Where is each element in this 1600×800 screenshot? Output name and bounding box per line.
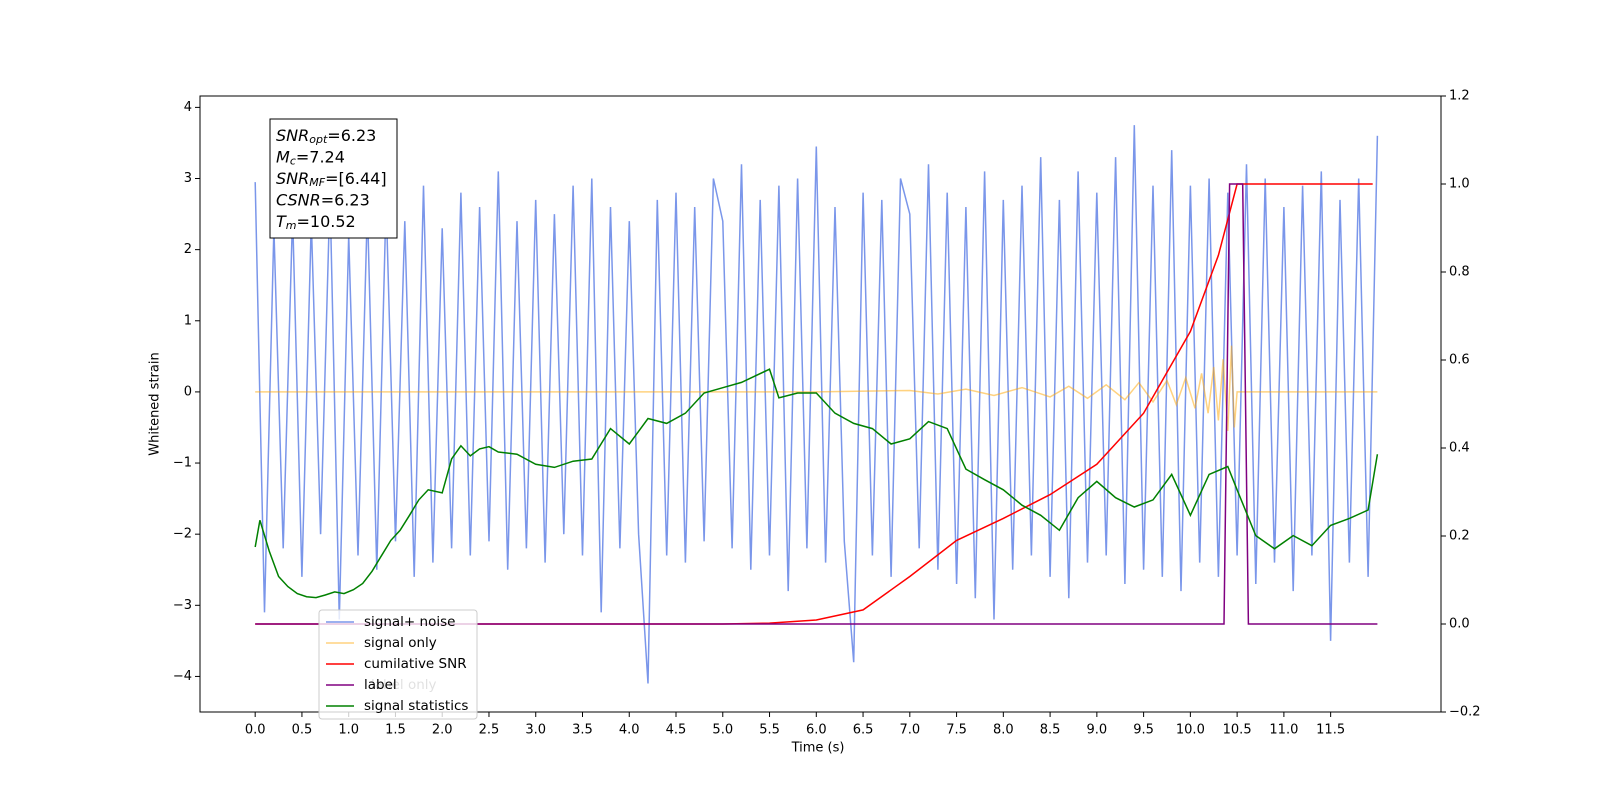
y2-tick-label: −0.2: [1449, 705, 1481, 720]
y2-tick-label: 1.0: [1449, 177, 1470, 192]
y2-tick-label: 0.6: [1449, 353, 1470, 368]
y-tick-label: −2: [173, 527, 192, 542]
x-tick-label: 2.5: [479, 723, 500, 738]
annotation-sub: MF: [309, 176, 325, 189]
annotation-sub: m: [286, 219, 297, 232]
annotation-sub: c: [290, 155, 296, 168]
series-line: [255, 345, 1378, 432]
x-axis-label: Time (s): [791, 741, 845, 756]
series-line: [254, 125, 1379, 684]
annotation-line: SNRMF=[6.44]: [276, 169, 387, 190]
annotation-line: Tm=10.52: [276, 212, 356, 233]
x-tick-label: 4.0: [619, 723, 640, 738]
x-tick-label: 1.5: [385, 723, 406, 738]
y-tick-label: 4: [184, 100, 192, 115]
annotation-value: =6.23: [321, 190, 370, 209]
x-tick-label: 7.5: [946, 723, 967, 738]
y2-tick-label: 0.2: [1449, 529, 1470, 544]
y-tick-label: 2: [184, 242, 192, 257]
x-tick-label: 5.5: [759, 723, 780, 738]
annotation-base: CSNR: [276, 190, 321, 209]
y2-tick-label: 0.0: [1449, 617, 1470, 632]
y-tick-label: 3: [184, 171, 192, 186]
x-tick-label: 10.0: [1176, 723, 1205, 738]
x-tick-label: 11.5: [1316, 723, 1345, 738]
x-tick-label: 6.0: [806, 723, 827, 738]
y-axis-label: Whitened strain: [148, 352, 163, 455]
y2-tick-label: 0.4: [1449, 441, 1470, 456]
plot-frame: [199, 95, 1442, 713]
legend-label: signal only: [364, 635, 437, 651]
y-tick-label: −4: [173, 669, 192, 684]
x-tick-label: 0.5: [292, 723, 313, 738]
legend-box: [318, 609, 478, 720]
annotation-line: SNRopt=6.23: [276, 126, 376, 147]
annotation-sub: opt: [309, 133, 328, 146]
annotation-base: SNR: [276, 169, 309, 188]
y2-tick-label: 0.8: [1449, 265, 1470, 280]
x-tick-label: 3.5: [572, 723, 593, 738]
annotation-base: T: [276, 212, 287, 231]
x-tick-label: 4.5: [666, 723, 687, 738]
annotation-value: =7.24: [296, 147, 345, 166]
legend-label: signal+ noise: [364, 614, 455, 630]
annotation-value: =[6.44]: [325, 169, 387, 188]
x-tick-label: 8.0: [993, 723, 1014, 738]
series-line: [255, 183, 1373, 625]
legend-label: signal statistics: [364, 698, 468, 714]
x-tick-label: 2.0: [432, 723, 453, 738]
legend-label: label: [364, 677, 397, 693]
annotation-box: [269, 118, 398, 239]
annotation-value: =10.52: [297, 212, 356, 231]
legend-label: cumilative SNR: [364, 656, 467, 672]
series-line: [255, 183, 1378, 625]
y2-tick-label: 1.2: [1449, 89, 1470, 104]
x-tick-label: 3.0: [525, 723, 546, 738]
x-tick-label: 8.5: [1040, 723, 1061, 738]
y-tick-label: 0: [184, 384, 192, 399]
x-tick-label: 1.0: [338, 723, 359, 738]
series-line: [254, 368, 1379, 599]
annotation-value: =6.23: [327, 126, 376, 145]
annotation-line: CSNR=6.23: [276, 190, 370, 209]
y-tick-label: −1: [173, 456, 192, 471]
x-tick-label: 7.0: [899, 723, 920, 738]
y-tick-label: 1: [184, 313, 192, 328]
annotation-base: SNR: [276, 126, 309, 145]
annotation-line: Mc=7.24: [276, 147, 345, 168]
x-tick-label: 10.5: [1223, 723, 1252, 738]
x-tick-label: 9.0: [1087, 723, 1108, 738]
x-tick-label: 0.0: [245, 723, 266, 738]
x-tick-label: 6.5: [853, 723, 874, 738]
x-tick-label: 9.5: [1133, 723, 1154, 738]
x-tick-label: 11.0: [1269, 723, 1298, 738]
annotation-base: M: [276, 147, 290, 166]
y-tick-label: −3: [173, 598, 192, 613]
x-tick-label: 5.0: [712, 723, 733, 738]
